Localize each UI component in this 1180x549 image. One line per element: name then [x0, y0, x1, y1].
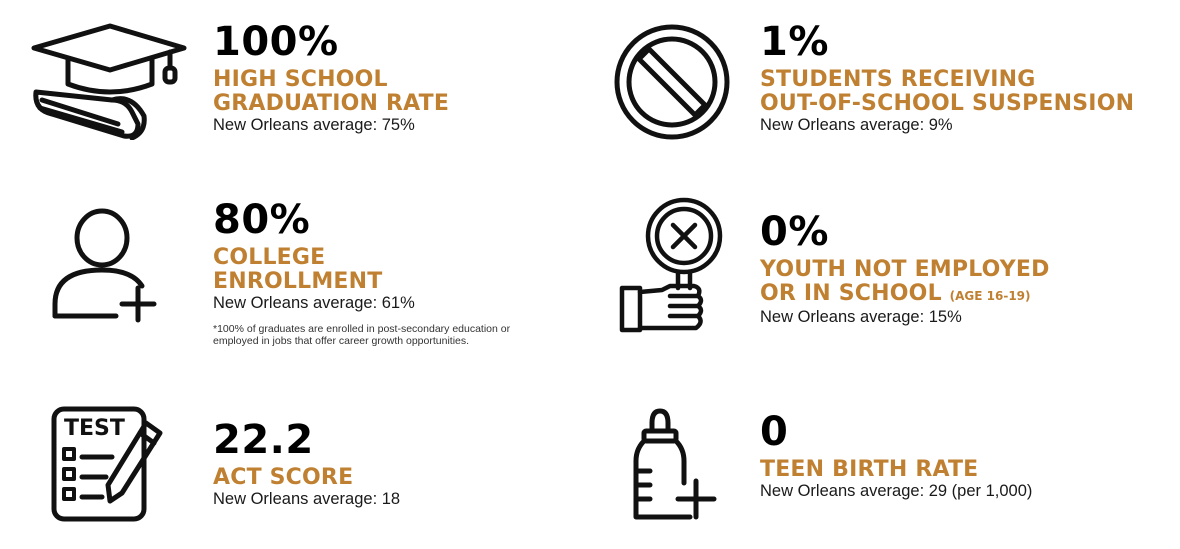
stat-label: STUDENTS RECEIVING OUT-OF-SCHOOL SUSPENS… [760, 67, 1135, 116]
stat-average: New Orleans average: 18 [213, 490, 401, 508]
stat-graduation: 100% HIGH SCHOOL GRADUATION RATE New Orl… [213, 22, 449, 135]
stat-value: 0% [760, 209, 829, 255]
test-label: TEST [64, 416, 125, 441]
stat-label: ACT SCORE [213, 465, 354, 490]
stat-college: 80% COLLEGE ENROLLMENT New Orleans avera… [213, 200, 533, 347]
stat-value: 22.2 [213, 417, 314, 463]
stat-label: TEEN BIRTH RATE [760, 457, 979, 482]
stat-act: 22.2 ACT SCORE New Orleans average: 18 [213, 420, 400, 509]
stat-value: 0 [760, 409, 789, 455]
stat-value: 100% [213, 19, 339, 65]
label-suffix: (AGE 16-19) [949, 289, 1031, 303]
stat-youth-employment: 0% YOUTH NOT EMPLOYED OR IN SCHOOL (AGE … [760, 212, 1050, 327]
stat-average: New Orleans average: 29 (per 1,000) [760, 482, 1033, 500]
stat-teen-birth: 0 TEEN BIRTH RATE New Orleans average: 2… [760, 412, 1032, 501]
stat-average: New Orleans average: 9% [760, 116, 953, 134]
stat-label: YOUTH NOT EMPLOYED OR IN SCHOOL (AGE 16-… [760, 257, 1050, 306]
baby-bottle-icon [630, 405, 720, 525]
test-clipboard-icon: TEST [50, 405, 170, 525]
prohibited-icon [612, 22, 732, 142]
graduation-cap-icon [28, 20, 188, 140]
stat-value: 80% [213, 197, 311, 243]
stat-label: HIGH SCHOOL GRADUATION RATE [213, 67, 450, 116]
stat-average: New Orleans average: 61% [213, 294, 415, 312]
stat-value: 1% [760, 19, 829, 65]
user-add-icon [50, 208, 170, 323]
hand-reject-sign-icon [618, 196, 728, 336]
footnote: *100% of graduates are enrolled in post-… [213, 323, 511, 347]
stat-average: New Orleans average: 15% [760, 308, 962, 326]
stat-average: New Orleans average: 75% [213, 116, 415, 134]
stat-suspension: 1% STUDENTS RECEIVING OUT-OF-SCHOOL SUSP… [760, 22, 1134, 135]
stat-label: COLLEGE ENROLLMENT [213, 245, 383, 294]
